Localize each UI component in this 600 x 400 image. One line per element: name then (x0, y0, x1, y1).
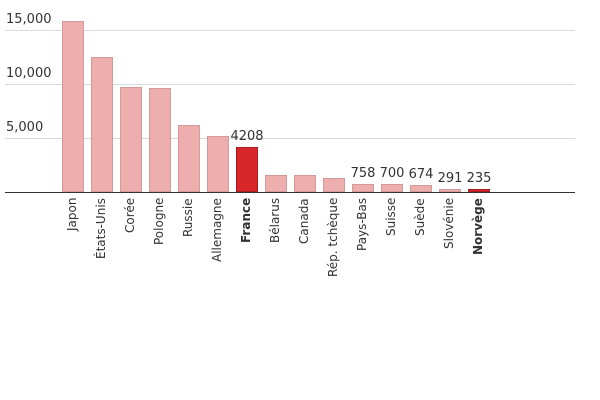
x-tick-label: Pays-Bas (355, 197, 369, 251)
bar-norv-ge (468, 189, 490, 192)
y-tick-label: 5,000 (6, 120, 44, 135)
x-tick-label: Norvège (471, 198, 485, 255)
x-tick-label: Suisse (384, 197, 398, 236)
bar-allemagne (207, 136, 229, 192)
x-tick-label: Russie (181, 198, 195, 237)
data-label: 291 (437, 171, 463, 186)
bar-su-de (410, 185, 432, 192)
bar-suisse (381, 184, 403, 192)
bar-pologne (149, 88, 171, 192)
bar-r-p-tch-que (323, 178, 345, 192)
bar-canada (294, 175, 316, 192)
x-tick-label: Bélarus (268, 197, 282, 243)
x-tick-label: Slovénie (442, 197, 456, 249)
bar-japon (62, 21, 84, 192)
data-label: 758 (350, 166, 376, 181)
data-label: 700 (379, 166, 405, 181)
y-tick-label: 10,000 (6, 66, 52, 81)
x-tick-label: Suède (413, 198, 427, 236)
data-label: 235 (466, 171, 492, 186)
x-axis-line (5, 192, 575, 193)
x-tick-label: Pologne (152, 197, 166, 245)
data-label: 674 (408, 167, 434, 182)
bar-russie (178, 125, 200, 192)
bar-slov-nie (439, 189, 461, 192)
data-label: 4208 (230, 129, 264, 144)
bar-cor-e (120, 87, 142, 192)
bar-france (236, 147, 258, 192)
x-tick-label: Canada (297, 198, 311, 244)
gridline (5, 138, 575, 139)
x-tick-label: États-Unis (94, 198, 108, 259)
x-tick-label: Corée (123, 197, 137, 233)
gridline (5, 84, 575, 85)
gridline (5, 30, 575, 31)
x-tick-label: France (239, 197, 253, 243)
bar-pays-bas (352, 184, 374, 192)
bar-b-larus (265, 175, 287, 192)
x-tick-label: Rép. tchèque (326, 197, 340, 277)
y-tick-label: 15,000 (6, 12, 52, 27)
x-tick-label: Japon (65, 197, 79, 231)
bar--tats-unis (91, 57, 113, 192)
x-tick-label: Allemagne (210, 198, 224, 262)
